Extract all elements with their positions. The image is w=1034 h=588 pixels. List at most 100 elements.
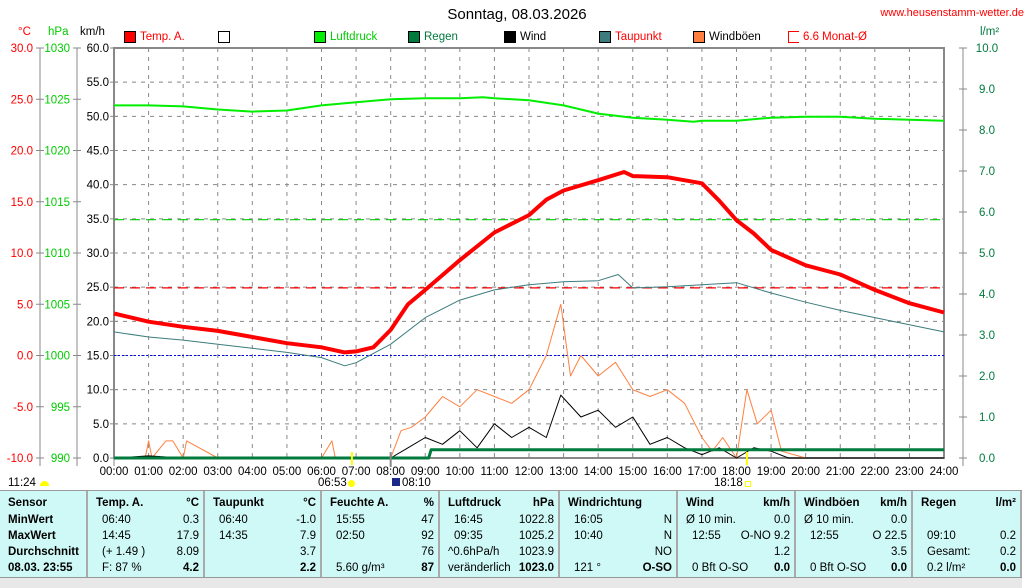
cell-label: 06:40 bbox=[219, 514, 248, 526]
cell-label: 09:35 bbox=[454, 530, 483, 542]
temp-tick-label: 10.0 bbox=[11, 248, 33, 260]
pressure-tick-label: 1000 bbox=[44, 351, 70, 363]
pressure-unit: hPa bbox=[48, 26, 69, 38]
rain-tick-label: 6.0 bbox=[979, 207, 995, 219]
header-rain: Regen bbox=[921, 497, 957, 509]
table-column bbox=[205, 491, 322, 577]
header-unit: km/h bbox=[880, 497, 907, 509]
series-windböen bbox=[114, 303, 944, 459]
wind-tick-label: 40.0 bbox=[87, 180, 109, 192]
summary-table: Sensor MinWert MaxWert Durchschnitt 08.03. 2… bbox=[0, 490, 1022, 577]
header-gust: Windböen bbox=[804, 497, 860, 509]
cell-label: 14:45 bbox=[102, 530, 131, 542]
cell-value: 92 bbox=[421, 530, 434, 542]
cell-label: 12:55 bbox=[692, 530, 721, 542]
header-unit: % bbox=[423, 497, 434, 509]
x-tick-label: 23:00 bbox=[895, 466, 924, 478]
rain-icon bbox=[392, 478, 400, 486]
cell-label: veränderlich bbox=[448, 562, 511, 574]
cell-label: 06:40 bbox=[102, 514, 131, 526]
x-tick-label: 01:00 bbox=[134, 466, 163, 478]
cell-value: 0.0 bbox=[774, 514, 790, 526]
cell-value: 3.7 bbox=[300, 546, 316, 558]
sun-icon bbox=[348, 480, 355, 487]
wind-tick-label: 30.0 bbox=[87, 248, 109, 260]
pressure-tick-label: 1010 bbox=[44, 248, 70, 260]
table-column bbox=[322, 491, 440, 577]
header-wind: Wind bbox=[686, 497, 714, 509]
cell-label: 15:55 bbox=[336, 514, 365, 526]
rain-start-time: 08:10 bbox=[402, 477, 431, 489]
cell-label: ^0.6hPa/h bbox=[448, 546, 500, 558]
rain-unit: l/m² bbox=[980, 26, 1000, 38]
cell-label: 121 ° bbox=[574, 562, 601, 574]
wind-tick-label: 60.0 bbox=[87, 43, 109, 55]
legend-swatch-icon bbox=[599, 31, 611, 43]
cell-value: 0.0 bbox=[1000, 562, 1016, 574]
row-label: 08.03. 23:55 bbox=[8, 562, 73, 574]
wind-tick-label: 45.0 bbox=[87, 146, 109, 158]
row-label: MinWert bbox=[8, 514, 54, 526]
legend-label: Wind bbox=[520, 31, 547, 43]
cell-value: 1.2 bbox=[774, 546, 790, 558]
rain-tick-label: 5.0 bbox=[979, 248, 995, 260]
pressure-tick-label: 990 bbox=[51, 453, 70, 465]
x-tick-label: 24:00 bbox=[930, 466, 959, 478]
cell-value: 1022.8 bbox=[518, 514, 554, 526]
wind-tick-label: 0.0 bbox=[93, 453, 109, 465]
legend-item: Wind bbox=[504, 31, 546, 43]
table-column bbox=[796, 491, 913, 577]
legend-label: Temp. A. bbox=[140, 31, 185, 43]
x-tick-label: 03:00 bbox=[203, 466, 232, 478]
rain-tick-label: 8.0 bbox=[979, 125, 995, 137]
legend-swatch-icon bbox=[788, 31, 799, 43]
row-label: MaxWert bbox=[8, 530, 56, 542]
header-dew: Taupunkt bbox=[213, 497, 264, 509]
x-tick-label: 11:00 bbox=[480, 466, 508, 478]
cell-value: N bbox=[663, 530, 672, 542]
legend-item: Luftdruck bbox=[314, 31, 377, 43]
pressure-tick-label: 1020 bbox=[44, 146, 70, 158]
cell-value: 0.2 bbox=[1000, 530, 1016, 542]
cell-label: Ø 10 min. bbox=[686, 514, 736, 526]
legend-swatch-icon bbox=[314, 31, 326, 43]
wind-tick-label: 25.0 bbox=[87, 282, 109, 294]
cell-value: 0.2 bbox=[1000, 546, 1016, 558]
cell-value: 17.9 bbox=[176, 530, 199, 542]
header-temp: Temp. A. bbox=[96, 497, 144, 509]
legend-item: 6.6 Monat-Ø bbox=[788, 31, 867, 43]
table-column bbox=[0, 491, 88, 577]
x-tick-label: 20:00 bbox=[791, 466, 820, 478]
header-unit: °C bbox=[186, 497, 199, 509]
x-tick-label: 13:00 bbox=[549, 466, 578, 478]
legend-label: Regen bbox=[424, 31, 458, 43]
pressure-tick-label: 1030 bbox=[44, 43, 70, 55]
moon-icon bbox=[40, 481, 49, 486]
x-tick-label: 07:00 bbox=[342, 466, 371, 478]
wind-tick-label: 10.0 bbox=[87, 385, 109, 397]
header-unit: km/h bbox=[763, 497, 790, 509]
cell-value: 0.3 bbox=[183, 514, 199, 526]
sunset-icon bbox=[745, 481, 751, 487]
cell-label: 0.2 l/m² bbox=[927, 562, 966, 574]
legend-swatch-icon bbox=[408, 31, 420, 43]
wind-unit: km/h bbox=[80, 26, 105, 38]
rain-tick-label: 10.0 bbox=[976, 43, 998, 55]
rain-tick-label: 7.0 bbox=[979, 166, 995, 178]
cell-value: O 22.5 bbox=[872, 530, 907, 542]
cell-label: 02:50 bbox=[336, 530, 365, 542]
x-tick-label: 06:00 bbox=[307, 466, 336, 478]
series-taupunkt bbox=[113, 274, 945, 367]
site-link[interactable]: www.heusenstamm-wetter.de bbox=[880, 7, 1024, 19]
x-tick-label: 12:00 bbox=[515, 466, 544, 478]
x-tick-label: 15:00 bbox=[618, 466, 647, 478]
table-column bbox=[88, 491, 205, 577]
cell-value: 0.0 bbox=[891, 562, 907, 574]
legend-swatch-icon bbox=[124, 31, 136, 43]
x-tick-label: 21:00 bbox=[826, 466, 855, 478]
pressure-tick-label: 1015 bbox=[44, 197, 70, 209]
moon-time: 11:24 bbox=[8, 477, 36, 489]
sunrise-time: 06:53 bbox=[318, 477, 347, 489]
header-unit: l/m² bbox=[995, 497, 1016, 509]
cell-value: -1.0 bbox=[296, 514, 316, 526]
